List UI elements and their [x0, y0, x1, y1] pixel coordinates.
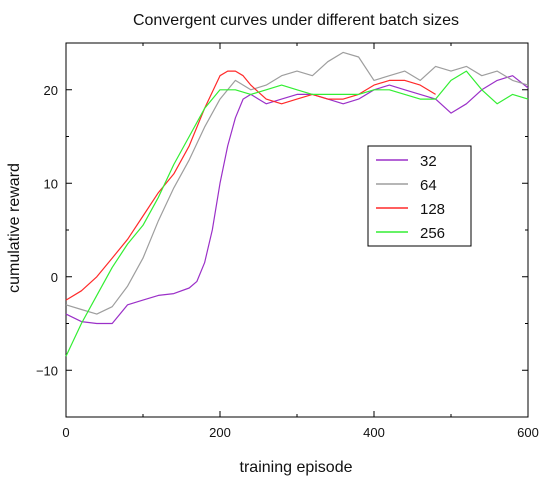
x-tick-label: 400: [363, 425, 385, 440]
x-tick-label: 0: [62, 425, 69, 440]
series-line-32: [65, 75, 529, 325]
series-line-64: [65, 51, 529, 315]
y-tick-label: 20: [44, 83, 58, 98]
series-line-128: [65, 70, 436, 301]
x-tick-label: 200: [209, 425, 231, 440]
series-group: [65, 51, 529, 357]
y-axis-label: cumulative reward: [6, 163, 23, 293]
x-axis-label: training episode: [240, 459, 353, 476]
legend-box: [367, 145, 472, 247]
legend-label: 128: [420, 201, 445, 218]
legend: 32 64 128 256: [367, 145, 472, 247]
y-tick-label: −10: [36, 363, 58, 378]
legend-label: 256: [420, 225, 445, 242]
y-tick-label: 0: [51, 270, 58, 285]
y-axis: −10 0 10 20: [36, 42, 528, 418]
series-line-256: [65, 70, 529, 357]
legend-label: 32: [420, 153, 437, 170]
x-axis: 0 200 400 600: [62, 43, 539, 440]
chart-title: Convergent curves under different batch …: [133, 12, 459, 29]
legend-label: 64: [420, 177, 437, 194]
y-tick-label: 10: [44, 176, 58, 191]
x-tick-label: 600: [517, 425, 539, 440]
